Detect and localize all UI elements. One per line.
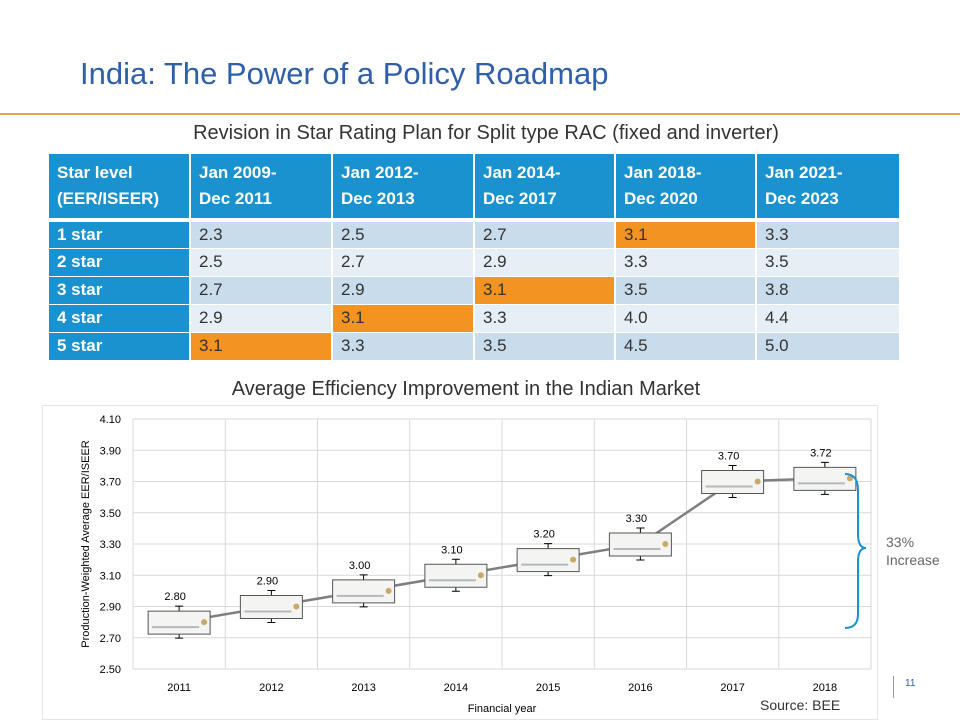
table-cell: 4.0 (615, 304, 757, 333)
table-cell: 4.4 (756, 304, 901, 333)
data-point-ac-unit-icon (516, 548, 580, 573)
y-tick-label: 2.90 (100, 602, 121, 614)
data-point-ac-unit-icon (332, 579, 396, 604)
x-tick-label: 2018 (813, 682, 837, 694)
data-label: 3.00 (349, 560, 370, 572)
increase-annotation: 33% Increase (886, 534, 940, 568)
data-label: 3.70 (718, 451, 739, 463)
data-label: 2.80 (164, 591, 185, 603)
table-cell: 3.3 (756, 220, 901, 249)
row-label: 5 star (49, 332, 191, 361)
star-rating-table: Star level (EER/ISEER) Jan 2009- Dec 2011 … (49, 154, 901, 361)
data-label: 3.72 (810, 447, 831, 459)
page-number: 11 (905, 678, 916, 689)
data-label: 3.10 (441, 544, 462, 556)
table-cell-highlighted: 3.1 (615, 220, 757, 249)
table-header-row: Star level (EER/ISEER) Jan 2009- Dec 2011 … (49, 154, 901, 222)
header-period-3: Jan 2014- Dec 2017 (474, 154, 616, 222)
row-label: 1 star (49, 220, 191, 249)
table-cell: 2.9 (474, 248, 616, 277)
y-tick-label: 2.50 (100, 664, 121, 676)
data-label: 3.20 (533, 529, 554, 541)
x-tick-label: 2016 (628, 682, 652, 694)
table-caption: Revision in Star Rating Plan for Split t… (193, 122, 779, 144)
table-cell: 2.5 (190, 248, 333, 277)
row-label: 4 star (49, 304, 191, 333)
header-star-level: Star level (EER/ISEER) (49, 154, 191, 222)
page-title: India: The Power of a Policy Roadmap (80, 56, 609, 91)
table-row: 4 star 2.9 3.1 3.3 4.0 4.4 (49, 304, 901, 333)
y-tick-label: 2.70 (100, 633, 121, 645)
table-cell: 3.3 (615, 248, 757, 277)
chart-caption: Average Efficiency Improvement in the In… (231, 378, 701, 400)
header-period-5: Jan 2021- Dec 2023 (756, 154, 901, 222)
data-point-ac-unit-icon (424, 563, 488, 588)
y-tick-label: 3.30 (100, 539, 121, 551)
table-cell: 3.5 (615, 276, 757, 305)
x-tick-label: 2011 (167, 682, 191, 694)
efficiency-chart: 2.50 2.70 2.90 3.10 3.30 3.50 3.70 3.90 4.10 2011… (42, 405, 878, 720)
table-cell: 3.8 (756, 276, 901, 305)
y-tick-label: 3.70 (100, 477, 121, 489)
x-axis-title: Financial year (468, 703, 537, 715)
source-note: Source: BEE (760, 697, 841, 713)
header-period-1: Jan 2009- Dec 2011 (190, 154, 333, 222)
data-point-ac-unit-icon (701, 470, 765, 494)
header-period-4: Jan 2018- Dec 2020 (615, 154, 757, 222)
row-label: 2 star (49, 248, 191, 277)
table-cell-highlighted: 3.1 (332, 304, 475, 333)
table-cell: 3.5 (756, 248, 901, 277)
table-row: 2 star 2.5 2.7 2.9 3.3 3.5 (49, 248, 901, 277)
data-label: 2.90 (257, 576, 278, 588)
header-period-2: Jan 2012- Dec 2013 (332, 154, 475, 222)
table-row: 3 star 2.7 2.9 3.1 3.5 3.8 (49, 276, 901, 305)
y-axis-title: Production-Weighted Average EER/ISEER (80, 440, 92, 648)
title-divider (0, 113, 960, 115)
x-tick-label: 2013 (351, 682, 375, 694)
efficiency-chart-svg: 2.50 2.70 2.90 3.10 3.30 3.50 3.70 3.90 4.10 2011… (80, 414, 872, 715)
table-cell: 5.0 (756, 332, 901, 361)
y-tick-label: 3.50 (100, 508, 121, 520)
table-cell: 2.7 (190, 276, 333, 305)
data-point-ac-unit-icon (608, 532, 672, 557)
table-cell-highlighted: 3.1 (190, 332, 333, 361)
table-cell-highlighted: 3.1 (474, 276, 616, 305)
x-tick-label: 2012 (259, 682, 283, 694)
table-cell: 4.5 (615, 332, 757, 361)
table-cell: 2.9 (190, 304, 333, 333)
table-cell: 3.5 (474, 332, 616, 361)
table-cell: 3.3 (474, 304, 616, 333)
table-cell: 2.3 (190, 220, 333, 249)
page-number-divider (893, 676, 894, 698)
table-row: 1 star 2.3 2.5 2.7 3.1 3.3 (49, 220, 901, 249)
y-tick-label: 4.10 (100, 414, 121, 426)
x-tick-label: 2017 (720, 682, 744, 694)
data-label: 3.30 (626, 513, 647, 525)
table-cell: 2.5 (332, 220, 475, 249)
table-row: 5 star 3.1 3.3 3.5 4.5 5.0 (49, 332, 901, 361)
data-point-ac-unit-icon (239, 595, 303, 619)
table-cell: 2.7 (332, 248, 475, 277)
y-tick-label: 3.90 (100, 445, 121, 457)
table-cell: 3.3 (332, 332, 475, 361)
data-point-ac-unit-icon (147, 610, 211, 635)
x-tick-label: 2014 (444, 682, 468, 694)
x-tick-label: 2015 (536, 682, 560, 694)
data-point-ac-unit-icon (793, 466, 857, 491)
table-cell: 2.7 (474, 220, 616, 249)
table-cell: 2.9 (332, 276, 475, 305)
row-label: 3 star (49, 276, 191, 305)
y-tick-label: 3.10 (100, 570, 121, 582)
